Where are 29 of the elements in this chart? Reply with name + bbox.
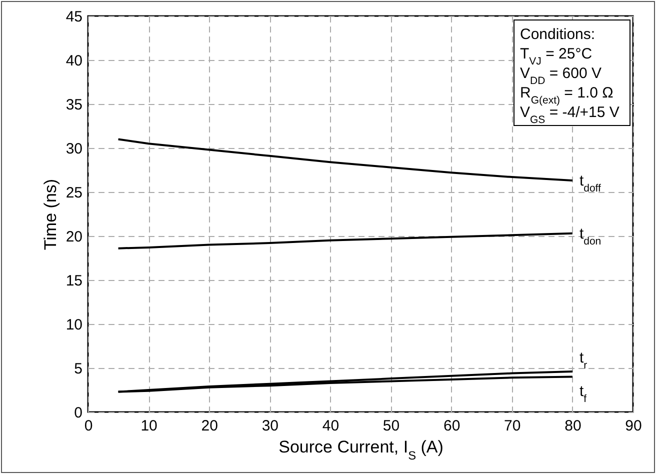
y-tick-label: 10 <box>66 316 82 334</box>
y-tick-label: 30 <box>66 140 82 158</box>
y-tick-label: 20 <box>66 228 82 246</box>
y-tick-label: 0 <box>74 404 82 422</box>
x-tick-label: 60 <box>443 418 460 434</box>
x-tick-label: 80 <box>564 418 582 434</box>
y-tick-label: 35 <box>66 96 82 114</box>
y-tick-label: 15 <box>66 272 82 290</box>
series-label: t$_{f}$ <box>579 382 587 405</box>
x-tick-label: 50 <box>382 418 400 434</box>
x-tick-label: 40 <box>322 418 340 434</box>
series-label: t$_{doff}$ <box>579 172 602 195</box>
annotation: V$_{DD}$ = 600 V <box>520 65 602 87</box>
y-tick-label: 45 <box>66 8 82 26</box>
y-tick-label: 25 <box>66 184 82 202</box>
x-axis-title: Source Current, I$_{S}$ (A) <box>278 438 444 462</box>
y-tick-label: 5 <box>74 360 82 378</box>
series-label: t$_{r}$ <box>579 350 588 372</box>
x-tick-label: 10 <box>140 418 158 434</box>
annotation: T$_{VJ}$ = 25°C <box>520 46 592 68</box>
series-label: t$_{don}$ <box>579 225 602 248</box>
y-axis-title: Time (ns) <box>40 178 60 250</box>
annotation: Conditions: <box>520 26 596 43</box>
y-tick-label: 40 <box>66 52 82 70</box>
annotation: R$_{G(ext)}$ = 1.0 Ω <box>520 84 614 106</box>
x-tick-label: 90 <box>625 418 642 434</box>
x-tick-label: 20 <box>201 418 218 434</box>
x-tick-label: 70 <box>504 418 521 434</box>
x-tick-label: 30 <box>262 418 279 434</box>
